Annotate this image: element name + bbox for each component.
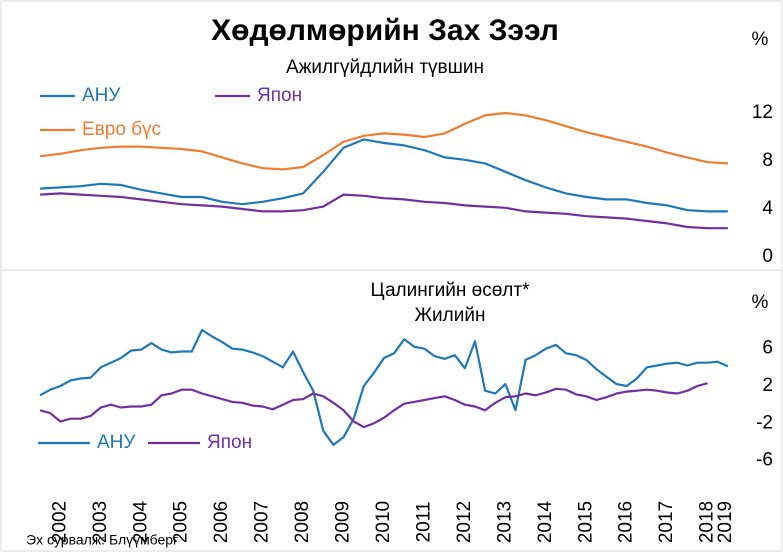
- x-tick-label: 2008: [292, 501, 313, 543]
- y-tick-label: 8: [762, 150, 773, 171]
- x-tick-label: 2016: [616, 501, 637, 543]
- y-tick-label: -6: [756, 450, 773, 471]
- y-tick-label: -2: [756, 412, 773, 433]
- x-tick-label: 2012: [454, 501, 475, 543]
- chart-title: Хөдөлмөрийн Зах Зээл: [211, 14, 559, 47]
- y-tick-label: 6: [762, 338, 773, 359]
- x-tick-label: 2002: [49, 501, 70, 543]
- series-line: [39, 111, 728, 171]
- axis-label: %: [752, 29, 769, 50]
- series-line: [39, 328, 729, 446]
- y-tick-label: 2: [762, 375, 773, 396]
- chart-subtitle: Жилийн: [415, 305, 486, 326]
- x-tick-label: 2013: [494, 501, 515, 543]
- x-tick-label: 2015: [575, 501, 596, 543]
- source-note: Эх сурвалж: Блүүмберг: [26, 532, 178, 548]
- axis-label: %: [752, 292, 769, 313]
- x-tick-label: 2014: [535, 500, 556, 543]
- x-tick-label: 2009: [333, 501, 354, 543]
- legend-label: Евро бүс: [82, 119, 161, 140]
- legend-label: АНУ: [82, 85, 121, 106]
- x-tick-label: 2011: [413, 502, 434, 543]
- chart-subtitle: Ажилгүйдлийн түвшин: [286, 57, 484, 78]
- x-tick-label: 2004: [130, 500, 151, 543]
- x-tick-label: 2006: [211, 501, 232, 543]
- x-tick-label: 2019: [715, 501, 736, 543]
- y-tick-label: 4: [762, 198, 773, 219]
- x-tick-label: 2005: [171, 501, 192, 543]
- y-tick-label: 12: [752, 102, 773, 123]
- legend-label: Япон: [207, 432, 252, 453]
- series-line: [39, 382, 708, 429]
- x-tick-label: 2018: [697, 501, 718, 543]
- x-tick-label: 2007: [252, 501, 273, 543]
- chart-title: Цалингийн өсөлт*: [371, 280, 531, 301]
- series-line: [40, 192, 728, 230]
- x-tick-label: 2003: [90, 501, 111, 543]
- series-line: [40, 138, 728, 213]
- y-tick-label: 0: [762, 246, 773, 267]
- legend-label: Япон: [257, 85, 302, 106]
- x-tick-label: 2017: [656, 501, 677, 543]
- x-tick-label: 2010: [373, 501, 394, 543]
- legend-label: АНУ: [97, 432, 136, 453]
